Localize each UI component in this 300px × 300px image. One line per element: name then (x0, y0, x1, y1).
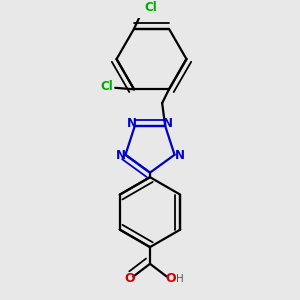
Text: N: N (163, 117, 173, 130)
Text: N: N (127, 117, 137, 130)
Text: H: H (176, 274, 184, 284)
Text: O: O (165, 272, 176, 285)
Text: N: N (116, 149, 126, 162)
Text: Cl: Cl (100, 80, 113, 93)
Text: O: O (124, 272, 135, 286)
Text: Cl: Cl (145, 1, 158, 14)
Text: N: N (174, 149, 184, 162)
